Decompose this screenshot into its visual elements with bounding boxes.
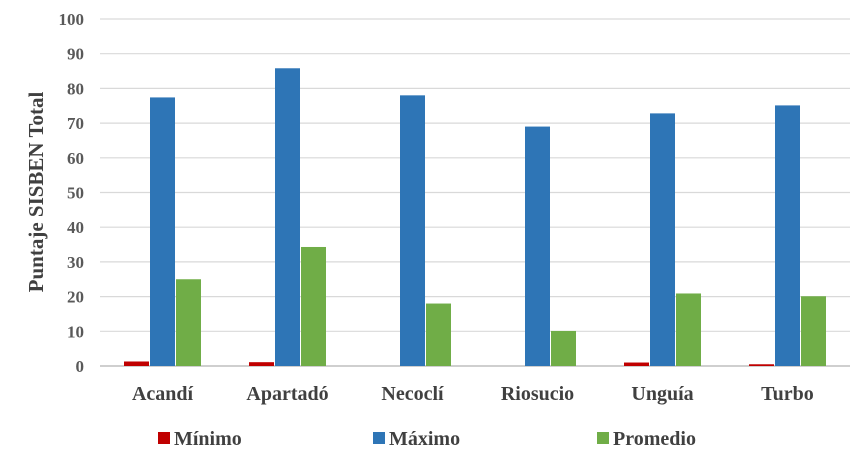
x-axis-categories: Acandí Apartadó Necoclí Riosucio Unguía Turbo xyxy=(132,383,814,405)
bar-promedio xyxy=(176,279,201,366)
bar-máximo xyxy=(525,126,550,366)
y-tick-label: 20 xyxy=(67,288,84,307)
y-tick-label: 30 xyxy=(67,253,84,272)
y-tick-label: 80 xyxy=(67,79,84,98)
bar-promedio xyxy=(426,303,451,366)
y-tick-label: 10 xyxy=(67,322,84,341)
x-category-label: Unguía xyxy=(631,383,693,405)
x-category-label: Necoclí xyxy=(381,383,444,405)
y-tick-label: 100 xyxy=(59,10,85,29)
bar-promedio xyxy=(676,293,701,366)
legend-label: Mínimo xyxy=(174,428,242,450)
bar-mínimo xyxy=(749,364,774,366)
bar-mínimo xyxy=(624,362,649,366)
bar-máximo xyxy=(650,113,675,366)
y-tick-label: 50 xyxy=(67,184,84,203)
legend-swatch xyxy=(158,432,170,444)
legend-swatch xyxy=(373,432,385,444)
x-category-label: Apartadó xyxy=(246,383,328,405)
legend-swatch xyxy=(597,432,609,444)
bar-mínimo xyxy=(124,361,149,366)
y-tick-label: 70 xyxy=(67,114,84,133)
y-tick-label: 90 xyxy=(67,45,84,64)
bar-máximo xyxy=(775,105,800,366)
bar-máximo xyxy=(275,68,300,367)
y-axis-label: Puntaje SISBEN Total xyxy=(24,91,48,292)
gridlines xyxy=(100,18,850,367)
bar-máximo xyxy=(400,95,425,366)
bar-mínimo xyxy=(249,362,274,366)
y-tick-label: 60 xyxy=(67,149,84,168)
bars xyxy=(124,68,826,367)
y-axis-ticks: 0 10 20 30 40 50 60 70 80 90 100 xyxy=(59,10,85,376)
x-category-label: Turbo xyxy=(761,383,814,405)
bar-promedio xyxy=(551,330,576,366)
x-category-label: Acandí xyxy=(132,383,194,405)
legend-label: Máximo xyxy=(389,428,460,450)
x-category-label: Riosucio xyxy=(501,383,574,405)
legend: Mínimo Máximo Promedio xyxy=(158,428,696,450)
bar-máximo xyxy=(150,97,175,366)
y-tick-label: 40 xyxy=(67,218,84,237)
y-tick-label: 0 xyxy=(76,357,85,376)
bar-promedio xyxy=(801,296,826,366)
legend-label: Promedio xyxy=(613,428,696,450)
bar-promedio xyxy=(301,246,326,366)
